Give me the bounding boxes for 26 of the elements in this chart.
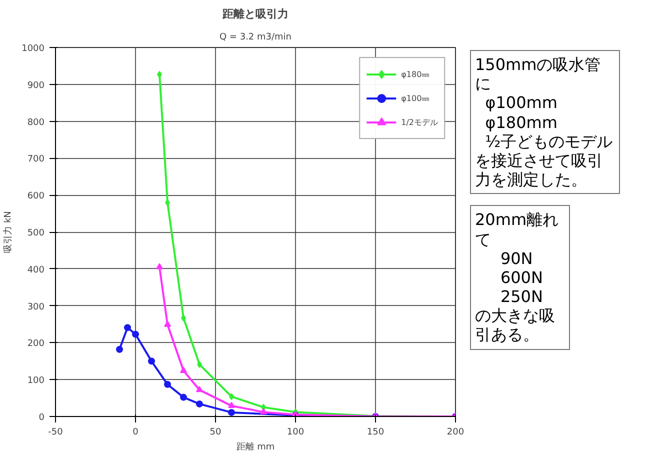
chart-subtitle: Q = 3.2 m3/min bbox=[219, 32, 292, 42]
x-axis-title: 距離 mm bbox=[236, 442, 275, 452]
y-tick-label: 1000 bbox=[22, 44, 45, 54]
legend-label: 1/2モデル bbox=[401, 116, 438, 128]
y-tick-label: 800 bbox=[27, 118, 45, 128]
x-tick-label: 50 bbox=[210, 428, 222, 438]
x-tick-label: 100 bbox=[286, 428, 304, 438]
legend-label: φ180㎜ bbox=[401, 68, 430, 80]
x-tick-label: 150 bbox=[366, 428, 384, 438]
y-tick-label: 100 bbox=[27, 376, 45, 386]
x-tick-label: 0 bbox=[132, 428, 139, 438]
legend-label: φ100㎜ bbox=[401, 92, 430, 104]
y-tick-label: 900 bbox=[27, 80, 45, 91]
text: 20mm離れて 90N 600N 250N の大きな吸引ある。 bbox=[475, 210, 560, 345]
y-tick-label: 700 bbox=[27, 154, 45, 165]
y-tick-label: 400 bbox=[27, 265, 45, 276]
y-tick-label: 200 bbox=[27, 339, 45, 350]
y-tick-label: 300 bbox=[27, 302, 45, 312]
text: 150mmの吸水管に φ100mm φ180mm ½子どものモデルを接近させて吸引力を測定した。 bbox=[475, 55, 614, 190]
y-tick-label: 600 bbox=[27, 192, 45, 202]
x-tick-label: 200 bbox=[446, 428, 464, 438]
chart-title: 距離と吸引力 bbox=[222, 8, 288, 20]
y-tick-label: 0 bbox=[38, 413, 45, 423]
y-tick-label: 500 bbox=[27, 228, 45, 238]
x-tick-label: -50 bbox=[48, 428, 64, 438]
y-axis-title: 吸引力 kN bbox=[2, 211, 14, 253]
